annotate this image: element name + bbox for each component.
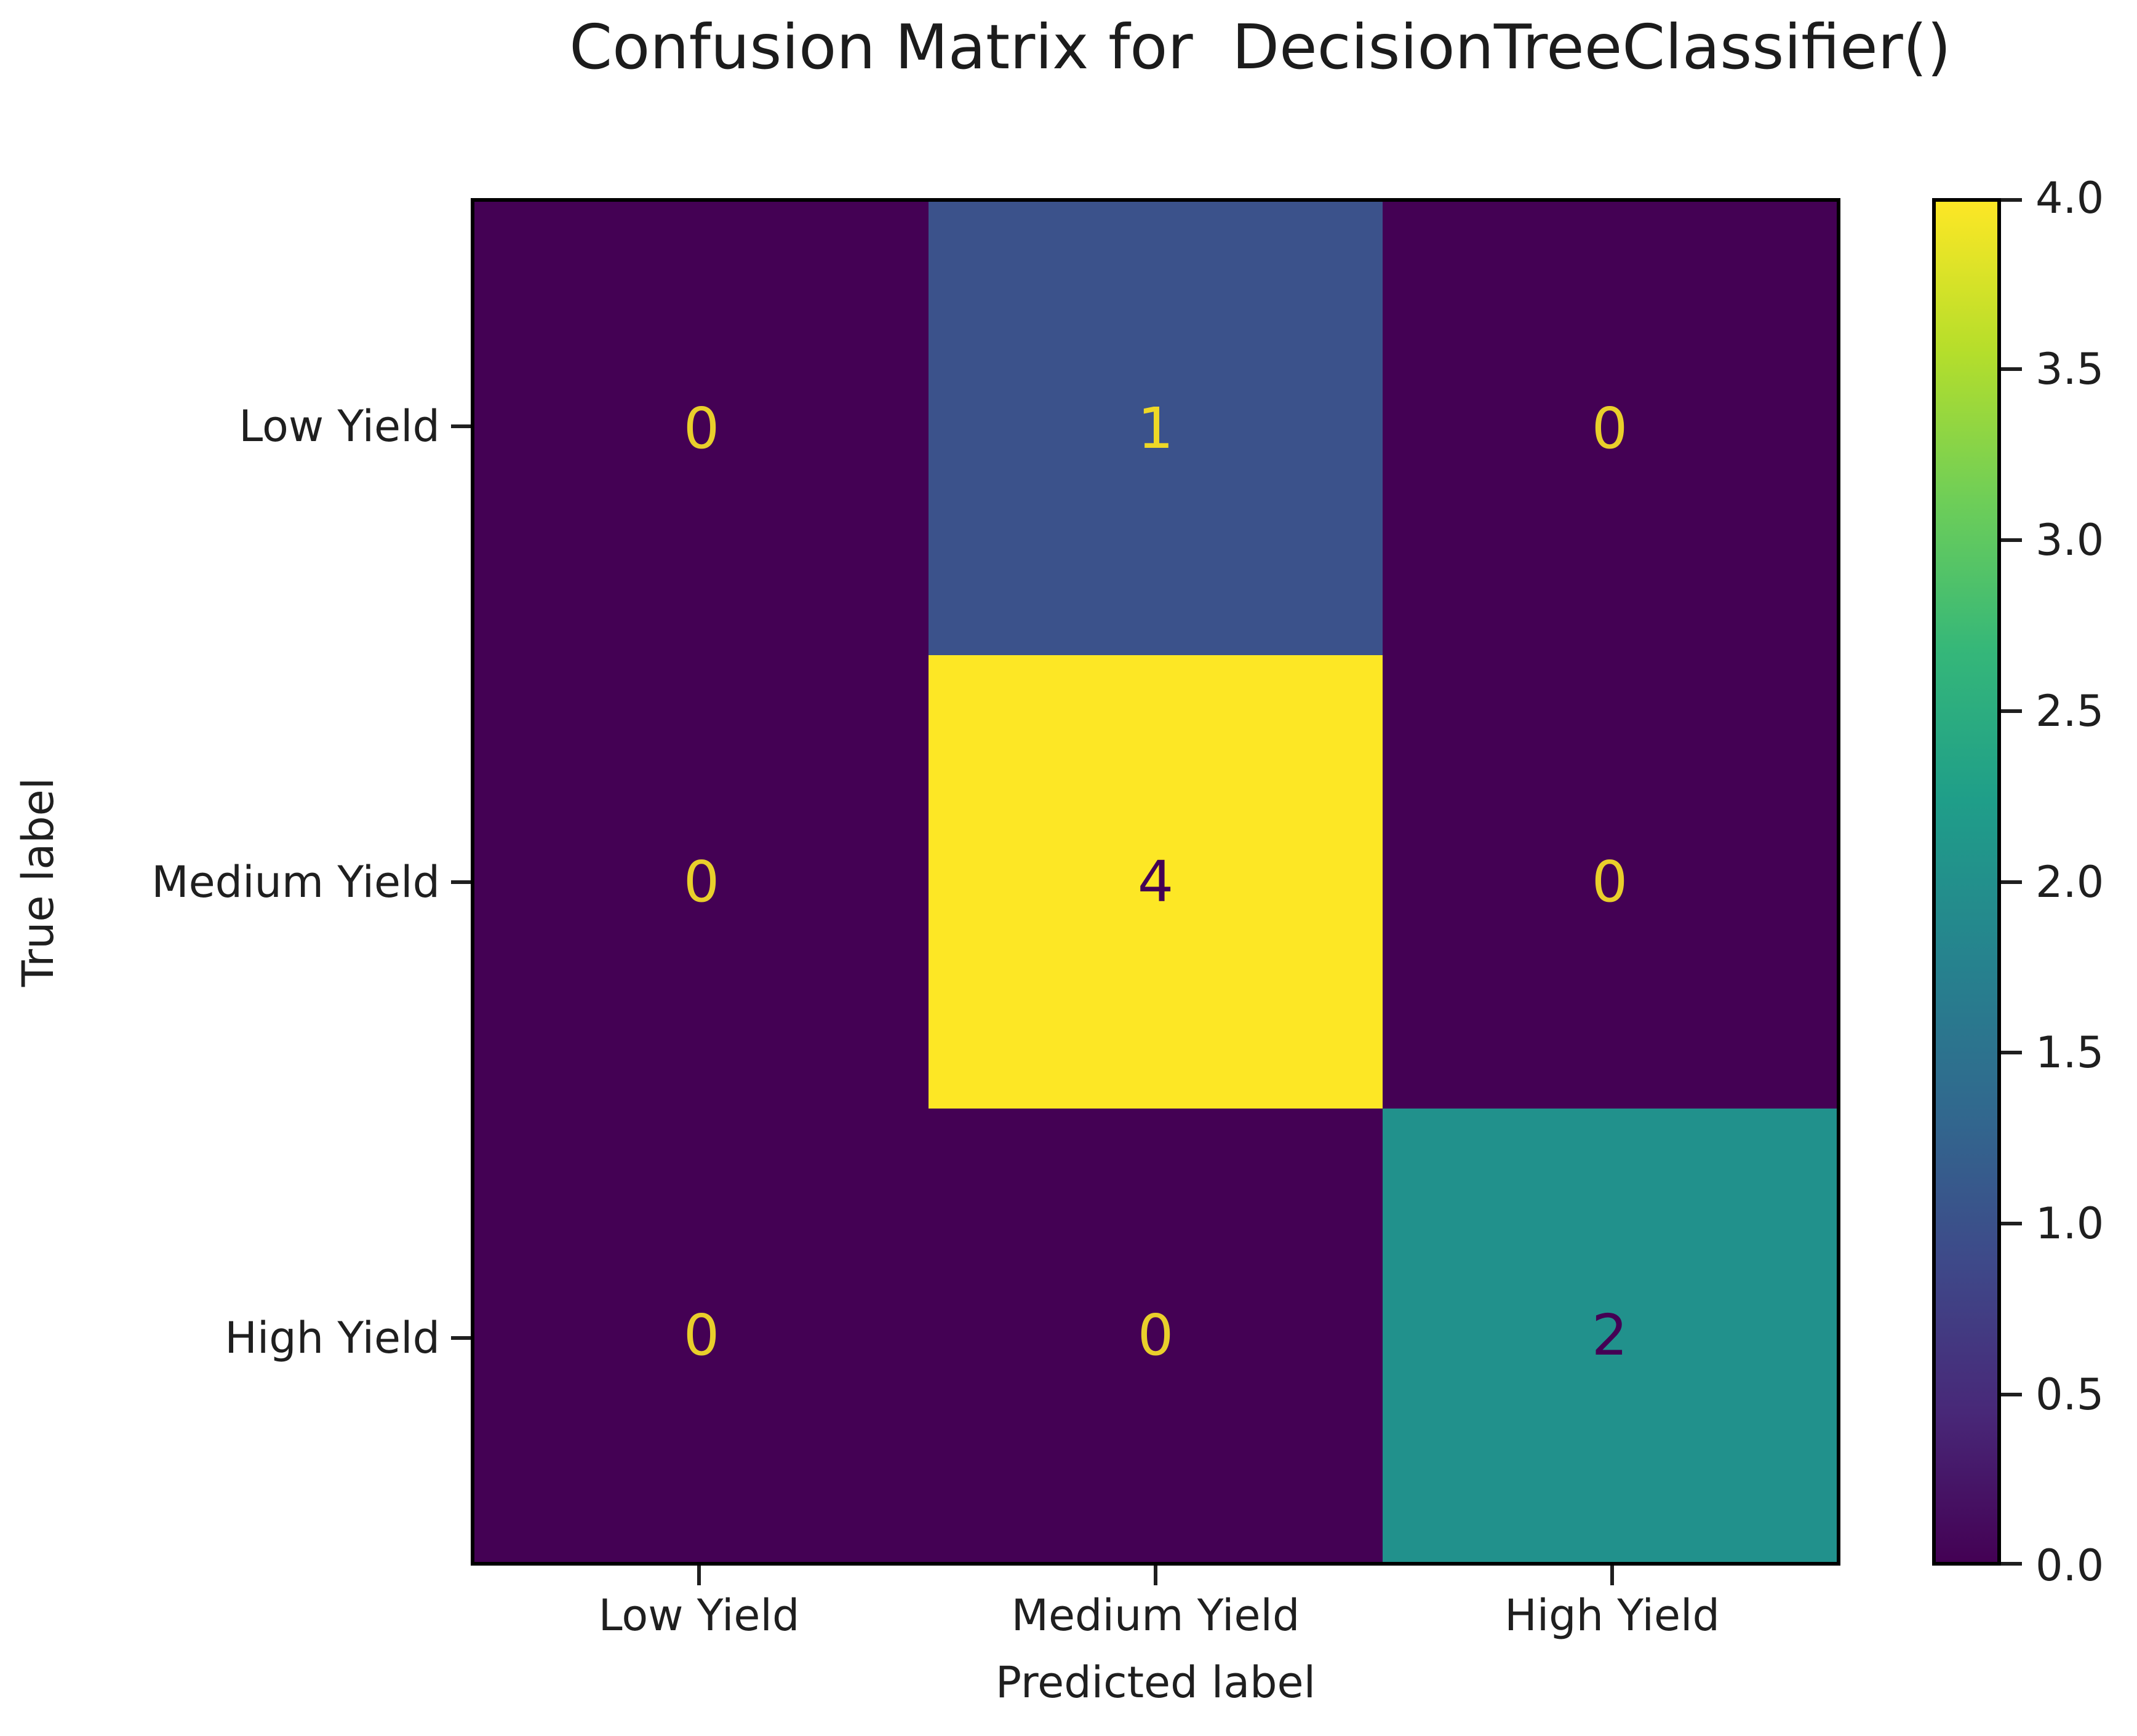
cell-value: 0 (1591, 848, 1628, 915)
y-tick-mark (451, 880, 471, 884)
y-tick-label: Low Yield (239, 400, 440, 452)
colorbar-tick-mark (2001, 367, 2022, 371)
heatmap-cell: 4 (929, 655, 1383, 1109)
x-tick-mark (1154, 1566, 1157, 1585)
cell-value: 1 (1137, 395, 1174, 461)
colorbar-tick-mark (2001, 1562, 2022, 1566)
y-axis-label: True label (13, 777, 63, 987)
y-tick-label: Medium Yield (151, 856, 440, 907)
colorbar-tick-mark (2001, 538, 2022, 542)
chart-title: Confusion Matrix for DecisionTreeClassif… (569, 11, 1951, 83)
colorbar-tick-label: 3.5 (2035, 343, 2104, 394)
heatmap-cell: 0 (474, 655, 929, 1109)
colorbar-tick-mark (2001, 1393, 2022, 1397)
colorbar-tick-mark (2001, 198, 2022, 202)
y-tick-mark (451, 424, 471, 428)
cell-value: 0 (683, 1302, 720, 1368)
x-tick-label: High Yield (1504, 1590, 1720, 1641)
cell-value: 2 (1591, 1302, 1628, 1368)
colorbar-tick-mark (2001, 709, 2022, 713)
heatmap-cell: 2 (1383, 1109, 1837, 1562)
y-tick-label: High Yield (225, 1312, 440, 1363)
heatmap-cell: 0 (929, 1109, 1383, 1562)
x-tick-mark (1610, 1566, 1614, 1585)
colorbar-tick-label: 3.0 (2035, 514, 2104, 565)
y-tick-mark (451, 1336, 471, 1340)
heatmap-cell: 0 (474, 202, 929, 655)
colorbar-tick-label: 2.5 (2035, 685, 2104, 736)
heatmap-cell: 1 (929, 202, 1383, 655)
cell-value: 0 (683, 848, 720, 915)
colorbar-tick-mark (2001, 1051, 2022, 1055)
colorbar-gradient (1936, 202, 1997, 1562)
x-tick-label: Low Yield (598, 1590, 800, 1641)
cell-value: 0 (1591, 395, 1628, 461)
colorbar-tick-label: 0.5 (2035, 1369, 2104, 1420)
colorbar-tick-label: 4.0 (2035, 173, 2104, 223)
x-tick-mark (697, 1566, 701, 1585)
heatmap-cell: 0 (474, 1109, 929, 1562)
colorbar-tick-label: 1.0 (2035, 1198, 2104, 1249)
colorbar-tick-mark (2001, 1222, 2022, 1226)
colorbar-tick-label: 2.0 (2035, 856, 2104, 907)
cell-value: 0 (683, 395, 720, 461)
colorbar-tick-label: 0.0 (2035, 1540, 2104, 1591)
colorbar (1932, 198, 2001, 1566)
heatmap-grid: 0 1 0 0 4 0 0 0 2 (471, 198, 1840, 1566)
x-axis-label: Predicted label (995, 1657, 1316, 1708)
colorbar-tick-label: 1.5 (2035, 1027, 2104, 1078)
colorbar-tick-mark (2001, 880, 2022, 884)
x-tick-label: Medium Yield (1011, 1590, 1300, 1641)
cell-value: 4 (1137, 848, 1174, 915)
heatmap-cell: 0 (1383, 202, 1837, 655)
cell-value: 0 (1137, 1302, 1174, 1368)
heatmap-cell: 0 (1383, 655, 1837, 1109)
